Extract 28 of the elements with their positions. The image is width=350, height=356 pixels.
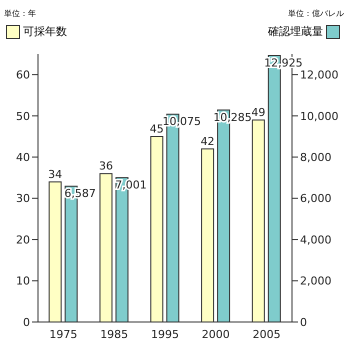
y2-tick-label: 12,000	[300, 68, 338, 82]
legend-label: 可採年数	[23, 24, 67, 39]
y-tick-label: 60	[16, 68, 30, 82]
y-tick-label: 30	[16, 192, 30, 206]
data-label: 49	[251, 106, 266, 119]
series-label: 確認埋蔵量	[268, 24, 323, 39]
x-tick-label: 1975	[49, 328, 78, 341]
y-tick-label: 0	[23, 316, 30, 329]
y-tick-label: 10	[16, 274, 30, 288]
y-tick-label: 50	[16, 110, 30, 123]
y-tick-label: 40	[16, 150, 30, 164]
x-tick-label: 2000	[202, 328, 230, 341]
data-label: 42	[200, 134, 215, 148]
y2-tick-label: 8,000	[300, 150, 332, 164]
y2-tick-label: 10,000	[300, 110, 338, 123]
data-label: 36	[98, 160, 113, 173]
data-label: 34	[48, 168, 62, 181]
y2-tick-label: 2,000	[300, 274, 332, 288]
text: 単位：億バレル	[288, 8, 344, 19]
data-label: 45	[150, 122, 164, 136]
text: 単位：年	[4, 8, 36, 19]
x-tick-label: 1995	[151, 328, 179, 341]
y2-tick-label: 4,000	[300, 233, 332, 246]
x-tick-label: 2005	[252, 328, 281, 341]
y-tick-label: 20	[16, 233, 30, 246]
y2-tick-label: 0	[300, 316, 307, 329]
y2-tick-label: 6,000	[300, 192, 332, 206]
x-tick-label: 1985	[100, 328, 128, 341]
